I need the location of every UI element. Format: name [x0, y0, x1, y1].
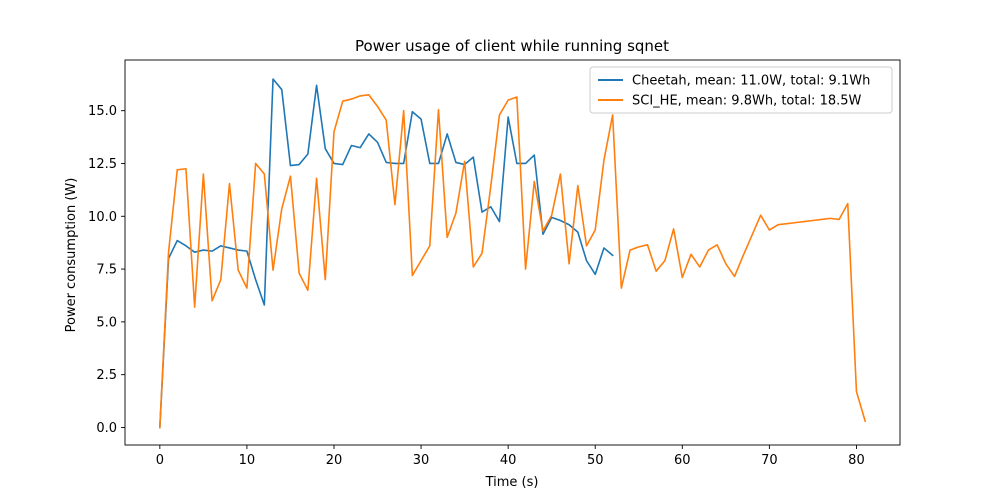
axes-frame	[124, 59, 901, 446]
x-tick-label: 60	[674, 453, 691, 468]
x-tick-label: 70	[761, 453, 778, 468]
y-tick-label: 7.5	[96, 263, 117, 278]
x-tick-label: 10	[239, 453, 256, 468]
y-tick-label: 15.0	[88, 104, 117, 119]
legend-label-sci-he: SCI_HE, mean: 9.8Wh, total: 18.5W	[632, 94, 862, 109]
y-tick-label: 2.5	[96, 368, 117, 383]
legend-box	[589, 66, 893, 114]
legend-label-cheetah: Cheetah, mean: 11.0W, total: 9.1Wh	[632, 74, 870, 89]
y-axis-label: Power consumption (W)	[64, 178, 79, 333]
x-axis-label: Time (s)	[485, 475, 539, 490]
x-tick-label: 30	[413, 453, 430, 468]
series-line-sci-he	[158, 94, 867, 429]
y-tick-label: 5.0	[96, 315, 117, 330]
y-tick-label: 10.0	[88, 210, 117, 225]
y-tick-label: 0.0	[96, 421, 117, 436]
x-tick-label: 50	[587, 453, 604, 468]
plot-area: 0 10 20 30 40 50 60 70 80 0.0 2.5 5.0 7.5 10.0 12.5 15.…	[88, 59, 901, 468]
x-tick-label: 40	[500, 453, 517, 468]
x-tick-label: 20	[326, 453, 343, 468]
x-tick-label: 80	[848, 453, 865, 468]
y-tick-label: 12.5	[88, 157, 117, 172]
legend: Cheetah, mean: 11.0W, total: 9.1Wh SCI_HE…	[589, 66, 893, 114]
x-tick-label: 0	[156, 453, 164, 468]
series-line-cheetah	[158, 78, 614, 429]
chart-title: Power usage of client while running sqne…	[355, 37, 669, 55]
